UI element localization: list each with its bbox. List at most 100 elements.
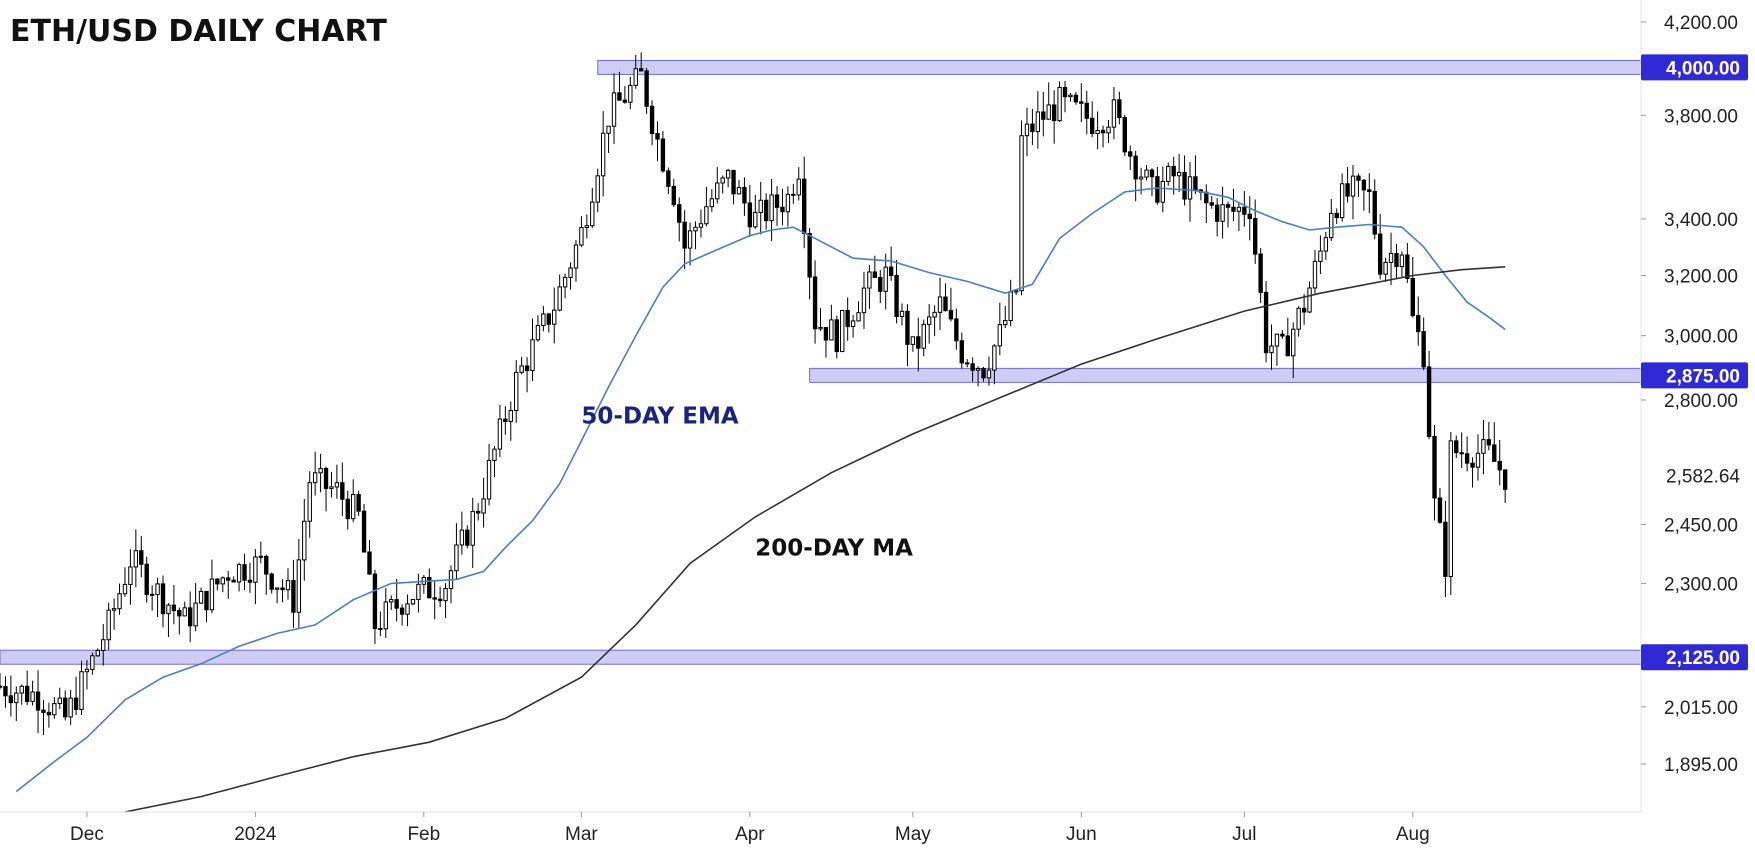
ema-50-line (15, 187, 1506, 793)
candle (867, 264, 872, 309)
time-tick-label: Feb (407, 824, 440, 845)
candle (926, 304, 932, 344)
candle (562, 273, 568, 299)
candle (101, 623, 106, 666)
price-tick-label: 3,000.00 (1664, 327, 1738, 348)
level-price-badge (1641, 54, 1748, 81)
candle (19, 684, 24, 705)
candle (1269, 324, 1274, 370)
candle (106, 602, 111, 650)
price-badges: 4,000.00 2,875.00 2,125.00 2,582.64 (1641, 54, 1752, 671)
candle (1410, 256, 1415, 318)
candle (693, 221, 698, 250)
candle (117, 583, 122, 615)
time-tick-label: Apr (735, 824, 765, 845)
candle (459, 511, 465, 555)
candle (1100, 125, 1106, 148)
candle (856, 301, 861, 322)
candle (296, 538, 302, 629)
candle (1062, 80, 1068, 113)
ma-200-line (124, 266, 1506, 813)
candle (193, 583, 198, 632)
candle (818, 308, 823, 331)
candle (427, 568, 432, 599)
chart-title: ETH/USD DAILY CHART (10, 14, 387, 49)
candle (742, 177, 747, 216)
candle (1296, 306, 1301, 337)
candle (731, 169, 736, 205)
candle (481, 477, 486, 528)
candle (899, 303, 905, 326)
candle (1095, 111, 1100, 150)
candle (454, 523, 459, 580)
candle (475, 503, 481, 521)
price-tick-label: 4,200.00 (1664, 13, 1738, 34)
candle (1046, 82, 1051, 120)
candle (1209, 195, 1214, 209)
candle (389, 595, 394, 610)
candle (725, 168, 731, 188)
candle (378, 611, 383, 636)
candle (209, 559, 215, 614)
candle (334, 464, 340, 499)
candle (535, 315, 541, 342)
candle (649, 100, 655, 146)
candle (1247, 196, 1252, 241)
candle (905, 304, 910, 367)
candle (1334, 208, 1339, 224)
candle (1242, 190, 1247, 227)
candle (1285, 317, 1290, 357)
candle (291, 559, 296, 628)
price-tick-label: 3,400.00 (1664, 210, 1738, 231)
annotations: 50-DAY EMA 200-DAY MA (581, 404, 913, 562)
candle (405, 594, 410, 627)
candle (1214, 198, 1220, 237)
candle (437, 586, 443, 608)
candle (312, 451, 318, 496)
candle (758, 181, 763, 235)
candle (247, 562, 253, 593)
candle (791, 183, 796, 204)
candle (698, 209, 704, 238)
price-tick-label: 3,800.00 (1664, 106, 1738, 127)
candle (715, 166, 720, 204)
candle (73, 676, 79, 715)
candle (367, 540, 372, 575)
candle (236, 562, 242, 592)
candle (975, 366, 981, 387)
time-axis: Dec 2024 Feb Mar Apr May Jun Jul Aug (0, 811, 1641, 845)
price-tick-label: 1,895.00 (1664, 755, 1738, 776)
candle (687, 222, 693, 266)
candle (1345, 166, 1350, 203)
candle (1079, 83, 1084, 123)
candle (269, 572, 274, 594)
candle (1372, 179, 1377, 240)
candle (1280, 330, 1285, 339)
candle (829, 304, 834, 341)
candle (894, 259, 899, 324)
candle (8, 675, 14, 717)
time-tick-label: Jul (1232, 824, 1256, 845)
candle (1416, 296, 1421, 346)
time-tick-label: May (895, 824, 931, 845)
candle (443, 583, 448, 618)
candle (1421, 317, 1426, 371)
candle (1041, 91, 1046, 137)
candle (785, 186, 791, 227)
candle (622, 85, 628, 104)
candle (1182, 155, 1187, 206)
candle (1090, 101, 1095, 138)
candle (399, 604, 405, 626)
candle (1307, 281, 1312, 314)
candle (1470, 457, 1475, 488)
candle (823, 327, 829, 358)
candle (519, 357, 524, 375)
candle (63, 690, 68, 721)
candle (965, 359, 970, 368)
candle (600, 111, 606, 197)
candle (573, 239, 579, 282)
candle (666, 167, 671, 195)
